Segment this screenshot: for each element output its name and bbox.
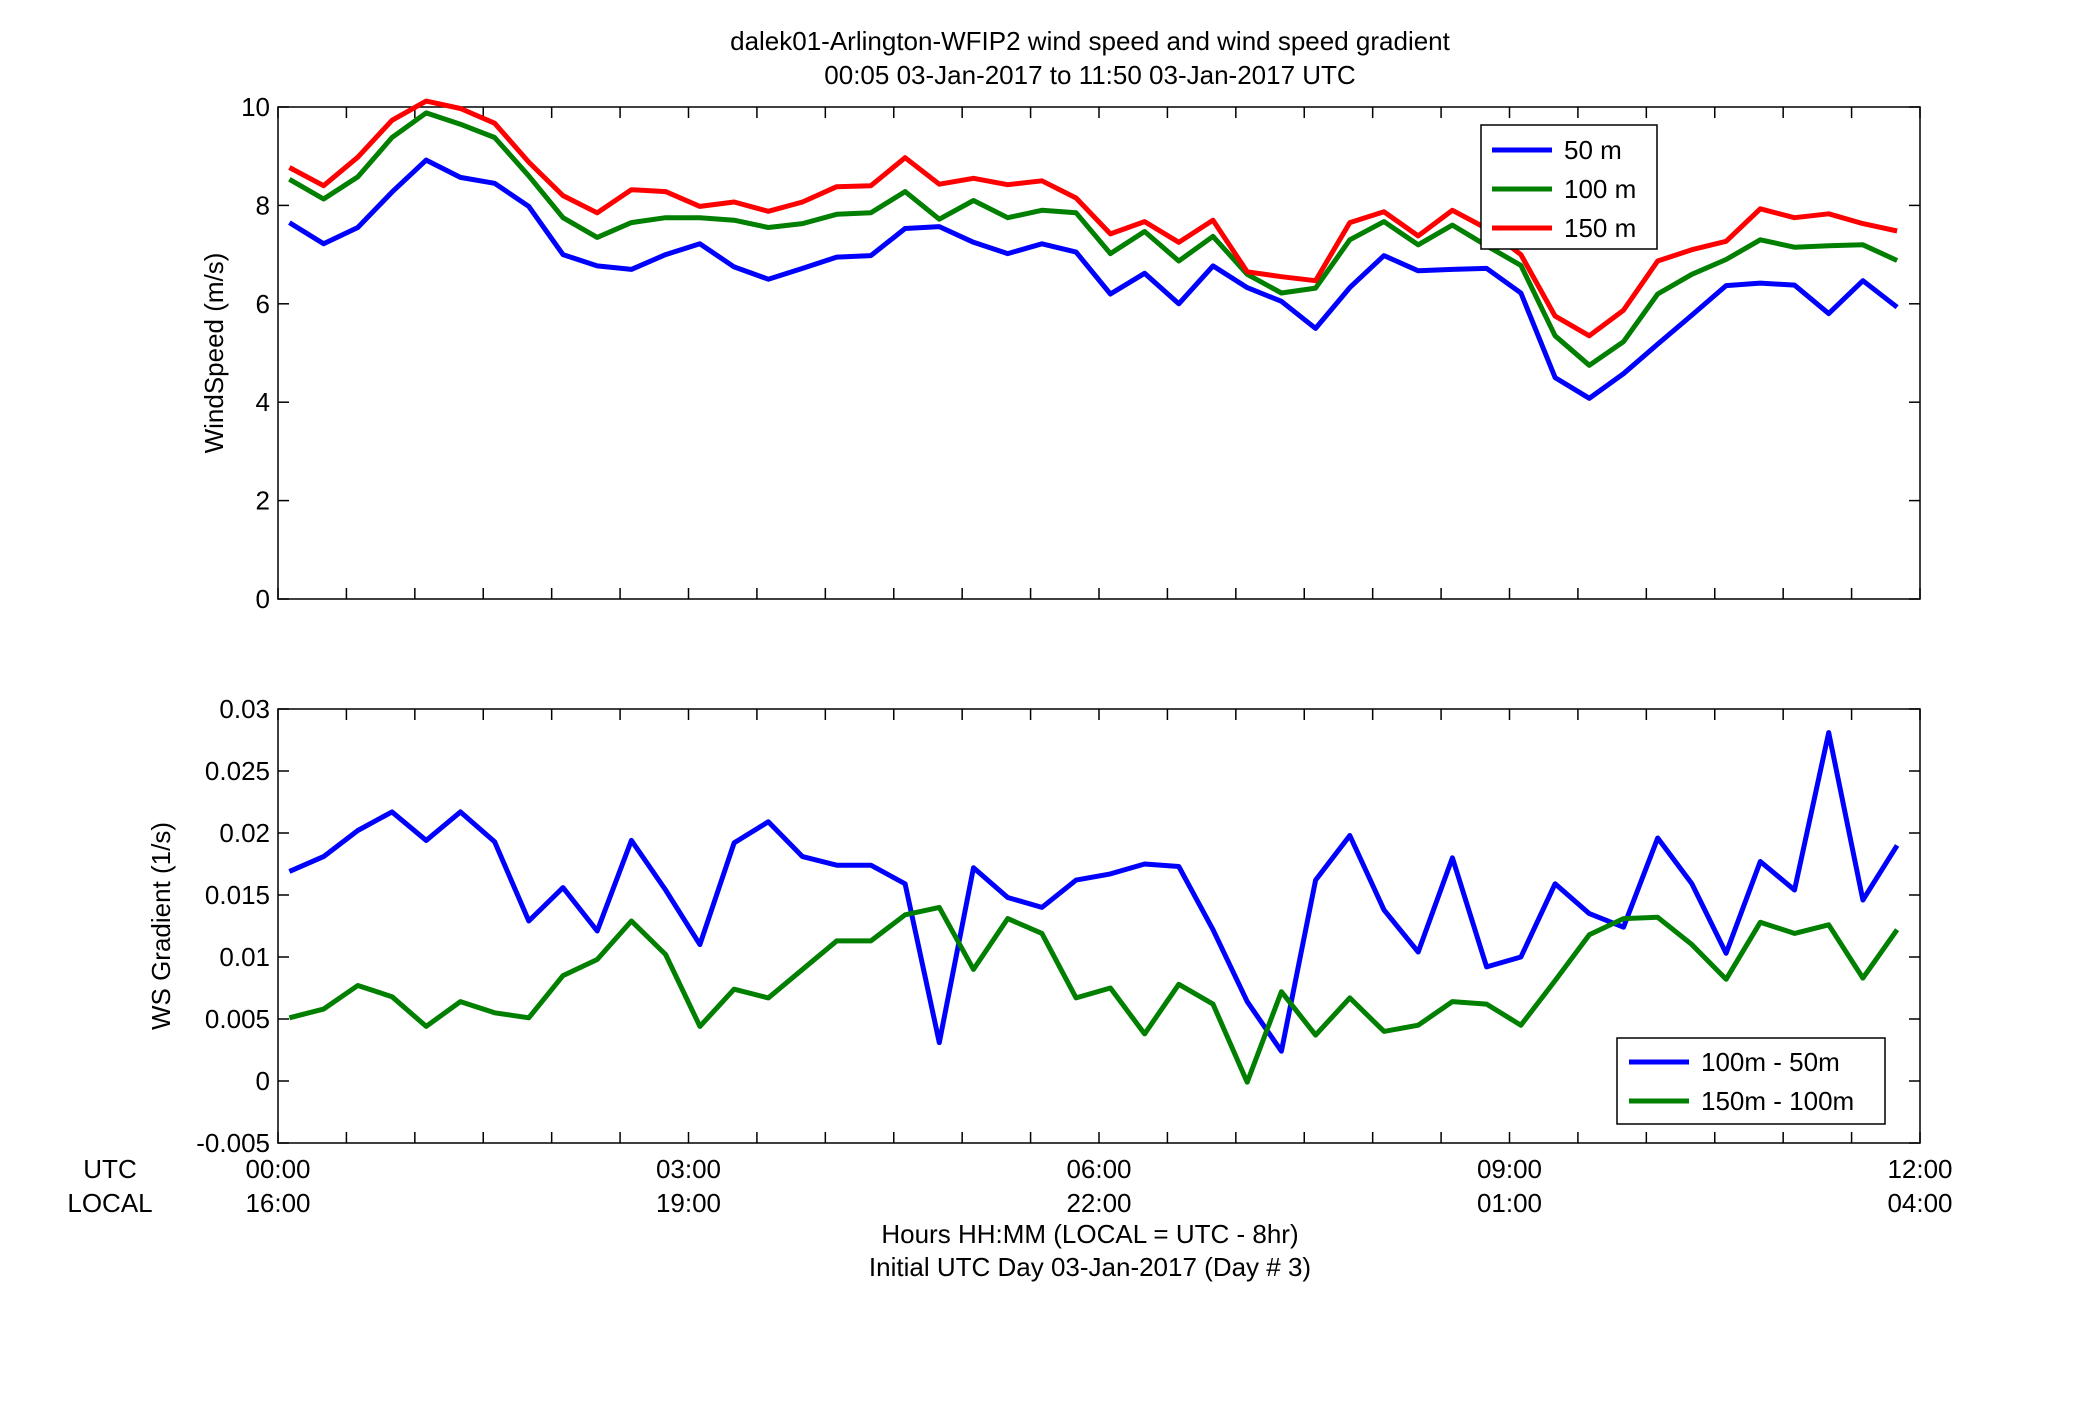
series-line-100m_50m bbox=[288, 730, 1900, 1054]
x-tick-labels: 00:00 16:00 03:00 19:00 06:00 22:00 09:00 01:00… bbox=[245, 1154, 1952, 1218]
windspeed-plot-area bbox=[277, 106, 1921, 600]
x-tick-label-utc: 12:00 bbox=[1887, 1154, 1952, 1184]
y-tick-label: 0.02 bbox=[219, 818, 270, 848]
x-tick-label-local: 19:00 bbox=[656, 1188, 721, 1218]
gradient-y-axis-label: WS Gradient (1/s) bbox=[146, 822, 176, 1030]
gradient-panel: -0.005 0 0.005 0.01 0.015 0.02 0.025 0.03 WS Gr… bbox=[146, 694, 1921, 1158]
x-tick-label-utc: 09:00 bbox=[1477, 1154, 1542, 1184]
x-tick-label-utc: 00:00 bbox=[245, 1154, 310, 1184]
windspeed-y-axis: 0 2 4 6 8 10 bbox=[241, 92, 1920, 614]
x-tick-label-utc: 03:00 bbox=[656, 1154, 721, 1184]
y-tick-label: 0 bbox=[256, 1066, 270, 1096]
legend-label-50m: 50 m bbox=[1564, 135, 1622, 165]
legend-label-150m-100m: 150m - 100m bbox=[1701, 1086, 1854, 1116]
y-tick-label: 0.03 bbox=[219, 694, 270, 724]
gradient-x-ticks bbox=[277, 709, 1921, 1143]
windspeed-legend: 50 m 100 m 150 m bbox=[1480, 124, 1658, 250]
y-tick-label: 0 bbox=[256, 584, 270, 614]
x-tick-label-utc: 06:00 bbox=[1066, 1154, 1131, 1184]
series-line-50m bbox=[288, 157, 1899, 401]
x-tick-label-local: 22:00 bbox=[1066, 1188, 1131, 1218]
y-tick-label: 0.01 bbox=[219, 942, 270, 972]
x-tick-label-local: 01:00 bbox=[1477, 1188, 1542, 1218]
y-tick-label: 8 bbox=[256, 190, 270, 220]
chart-subtitle: 00:05 03-Jan-2017 to 11:50 03-Jan-2017 U… bbox=[824, 60, 1355, 90]
gradient-legend: 100m - 50m 150m - 100m bbox=[1616, 1037, 1886, 1125]
y-tick-label: 10 bbox=[241, 92, 270, 122]
y-tick-label: 0.025 bbox=[205, 756, 270, 786]
windspeed-panel: 0 2 4 6 8 10 WindSpeed (m/s) 50 m 100 m 150 m bbox=[199, 92, 1921, 614]
x-axis-label: Hours HH:MM (LOCAL = UTC - 8hr) bbox=[881, 1219, 1298, 1249]
series-line-150m_100m bbox=[288, 904, 1900, 1085]
y-tick-label: 6 bbox=[256, 289, 270, 319]
legend-label-100m: 100 m bbox=[1564, 174, 1636, 204]
x-tick-label-local: 04:00 bbox=[1887, 1188, 1952, 1218]
y-tick-label: 0.005 bbox=[205, 1004, 270, 1034]
legend-label-100m-50m: 100m - 50m bbox=[1701, 1047, 1840, 1077]
y-tick-label: -0.005 bbox=[196, 1128, 270, 1158]
y-tick-label: 0.015 bbox=[205, 880, 270, 910]
local-row-label: LOCAL bbox=[67, 1188, 152, 1218]
y-tick-label: 4 bbox=[256, 387, 270, 417]
series-line-150m bbox=[288, 98, 1898, 339]
windspeed-y-axis-label: WindSpeed (m/s) bbox=[199, 253, 229, 454]
x-axis-sublabel: Initial UTC Day 03-Jan-2017 (Day # 3) bbox=[869, 1252, 1311, 1282]
y-tick-label: 2 bbox=[256, 486, 270, 516]
gradient-legend-box bbox=[1616, 1037, 1886, 1125]
chart-title: dalek01-Arlington-WFIP2 wind speed and w… bbox=[730, 26, 1451, 56]
series-line-100m bbox=[288, 110, 1899, 368]
utc-row-label: UTC bbox=[83, 1154, 136, 1184]
gradient-y-axis: -0.005 0 0.005 0.01 0.015 0.02 0.025 0.03 bbox=[196, 694, 1920, 1158]
x-tick-label-local: 16:00 bbox=[245, 1188, 310, 1218]
windspeed-x-ticks bbox=[277, 107, 1921, 599]
legend-label-150m: 150 m bbox=[1564, 213, 1636, 243]
gradient-series bbox=[288, 730, 1900, 1085]
windspeed-series bbox=[288, 98, 1899, 401]
